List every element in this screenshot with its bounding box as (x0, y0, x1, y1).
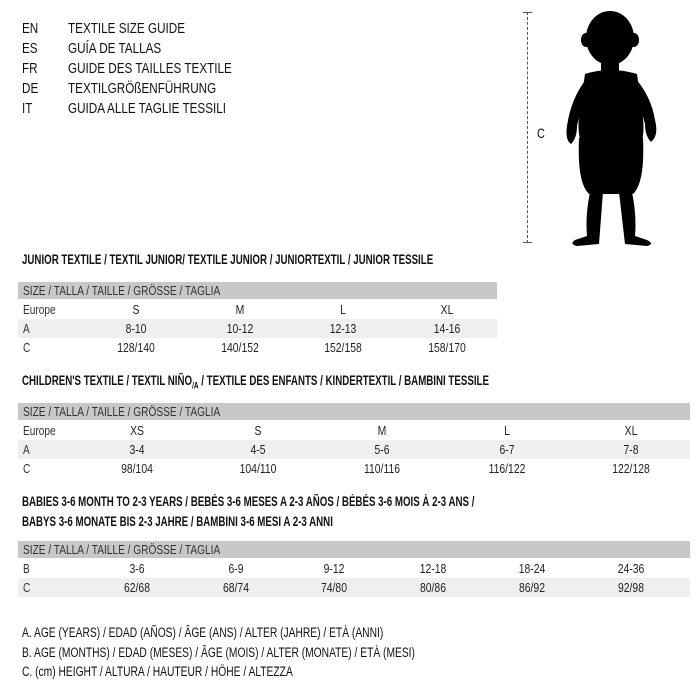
row-label: C (23, 580, 31, 595)
table-row-c: C 128/140 140/152 152/158 158/170 (18, 338, 497, 357)
cell: S (132, 302, 140, 317)
cell: L (504, 423, 510, 438)
lang-title: GUIDE DES TAILLES TEXTILE (68, 60, 232, 77)
legend-c: C. (cm) HEIGHT / ALTURA / HAUTEUR / HÖHE… (22, 664, 293, 679)
cell: 9-12 (323, 561, 345, 576)
section-heading-babies: BABIES 3-6 MONTH TO 2-3 YEARS / BEBÉS 3-… (22, 494, 475, 509)
table-header-junior: SIZE / TALLA / TAILLE / GRÖSSE / TAGLIA (18, 282, 497, 299)
size-header-label: SIZE / TALLA / TAILLE / GRÖSSE / TAGLIA (23, 542, 221, 557)
cell: 62/68 (123, 580, 151, 595)
size-header-label: SIZE / TALLA / TAILLE / GRÖSSE / TAGLIA (23, 283, 221, 298)
cell: 80/86 (419, 580, 447, 595)
lang-title: GUÍA DE TALLAS (68, 40, 162, 57)
cell: 7-8 (623, 442, 639, 457)
table-row-europe: Europe S M L XL (18, 300, 497, 319)
cell: 158/170 (428, 340, 466, 355)
cell: 98/104 (121, 461, 153, 476)
heading-part: / TEXTILE DES ENFANTS / KINDERTEXTIL / B… (198, 373, 489, 388)
cell: 18-24 (518, 561, 546, 576)
cell: M (235, 302, 245, 317)
section-heading-junior: JUNIOR TEXTILE / TEXTIL JUNIOR/ TEXTILE … (22, 252, 434, 267)
cell: 24-36 (617, 561, 645, 576)
cell: 6-7 (499, 442, 515, 457)
table-row-europe: Europe XS S M L XL (18, 421, 690, 440)
cell: 104/110 (239, 461, 277, 476)
row-label: Europe (23, 302, 56, 317)
cell: 128/140 (117, 340, 155, 355)
row-label: C (23, 461, 31, 476)
cell: 8-10 (125, 321, 147, 336)
cell: 3-6 (129, 561, 145, 576)
lang-title: GUIDA ALLE TAGLIE TESSILI (68, 100, 227, 117)
cell: 74/80 (320, 580, 348, 595)
lang-code: IT (22, 100, 33, 117)
cell: 5-6 (374, 442, 390, 457)
baby-silhouette-icon (566, 11, 657, 246)
heading-subscript: /A (192, 380, 199, 391)
cell: 12-18 (419, 561, 447, 576)
row-label: B (23, 561, 30, 576)
cell: 140/152 (221, 340, 259, 355)
cell: 68/74 (222, 580, 250, 595)
cell: 14-16 (433, 321, 461, 336)
legend-a: A. AGE (YEARS) / EDAD (AÑOS) / ÂGE (ANS)… (22, 625, 384, 640)
lang-title: TEXTILGRÖßENFÜHRUNG (68, 80, 217, 97)
cell: 116/122 (488, 461, 526, 476)
section-heading-babies-2: BABYS 3-6 MONATE BIS 2-3 JAHRE / BAMBINI… (22, 514, 333, 529)
table-row-c: C 62/68 68/74 74/80 80/86 86/92 92/98 (18, 578, 690, 597)
lang-code: FR (22, 60, 38, 77)
table-header-children: SIZE / TALLA / TAILLE / GRÖSSE / TAGLIA (18, 403, 690, 420)
cell: 92/98 (617, 580, 645, 595)
height-measure-line (527, 12, 528, 243)
row-label: C (23, 340, 31, 355)
table-header-babies: SIZE / TALLA / TAILLE / GRÖSSE / TAGLIA (18, 541, 690, 558)
table-row-b: B 3-6 6-9 9-12 12-18 18-24 24-36 (18, 559, 690, 578)
cell: M (377, 423, 387, 438)
table-row-a: A 3-4 4-5 5-6 6-7 7-8 (18, 440, 690, 459)
cell: 3-4 (129, 442, 145, 457)
row-label: Europe (23, 423, 56, 438)
cell: 4-5 (250, 442, 266, 457)
cell: 122/128 (612, 461, 650, 476)
lang-code: DE (22, 80, 39, 97)
cell: S (254, 423, 262, 438)
table-row-c: C 98/104 104/110 110/116 116/122 122/128 (18, 459, 690, 478)
heading-part: CHILDREN'S TEXTILE / TEXTIL NIÑO (22, 373, 193, 388)
cell: 152/158 (324, 340, 362, 355)
row-label: A (23, 321, 30, 336)
lang-code: ES (22, 40, 38, 57)
cell: 86/92 (518, 580, 546, 595)
measure-tick-bottom (523, 242, 532, 243)
table-row-a: A 8-10 10-12 12-13 14-16 (18, 319, 497, 338)
lang-code: EN (22, 20, 39, 37)
cell: XL (440, 302, 454, 317)
cell: 12-13 (329, 321, 357, 336)
section-heading-children: CHILDREN'S TEXTILE / TEXTIL NIÑO/A / TEX… (22, 373, 489, 394)
cell: 110/116 (363, 461, 401, 476)
measure-label: C (537, 125, 545, 141)
cell: XL (624, 423, 638, 438)
legend-b: B. AGE (MONTHS) / EDAD (MESES) / ÂGE (MO… (22, 645, 415, 660)
row-label: A (23, 442, 30, 457)
cell: L (340, 302, 346, 317)
measure-tick-top (523, 12, 532, 13)
cell: XS (130, 423, 144, 438)
cell: 6-9 (228, 561, 244, 576)
lang-title: TEXTILE SIZE GUIDE (68, 20, 186, 37)
size-header-label: SIZE / TALLA / TAILLE / GRÖSSE / TAGLIA (23, 404, 221, 419)
cell: 10-12 (226, 321, 254, 336)
